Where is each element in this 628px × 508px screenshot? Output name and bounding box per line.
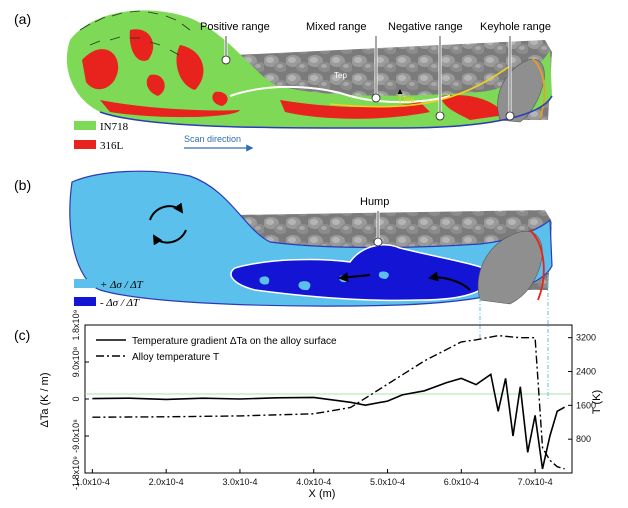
panel-a-label: (a) bbox=[14, 11, 31, 27]
annotation-keyhole-range: Keyhole range bbox=[480, 21, 551, 33]
y-right-tick-label: 3200 bbox=[576, 333, 596, 343]
x-tick-label: 3.0x10-4 bbox=[222, 477, 257, 487]
legend-swatch-negative bbox=[74, 297, 96, 306]
series-group bbox=[92, 334, 565, 470]
label-tep: Tep bbox=[334, 71, 347, 80]
flow-arrows-a bbox=[79, 10, 191, 56]
panel-c-label: (c) bbox=[14, 327, 30, 343]
marker-mixed bbox=[371, 93, 381, 103]
y-axis-label-left: ΔTa (K / m) bbox=[39, 372, 51, 427]
marker-hump bbox=[373, 237, 383, 247]
x-tick-label: 5.0x10-4 bbox=[370, 477, 405, 487]
legend-label-positive: + Δσ / ΔT bbox=[100, 279, 144, 291]
y-left-tick-label: -9.0x10⁸ bbox=[71, 419, 81, 453]
series-gradient-line bbox=[92, 372, 565, 470]
marker-keyhole bbox=[505, 111, 515, 121]
keyhole-rim-a bbox=[531, 57, 546, 119]
panel-a: (a) Positive range Mixed range Negative … bbox=[14, 10, 553, 152]
contour-white-a bbox=[229, 86, 451, 103]
series-temperature-line bbox=[92, 334, 565, 470]
legend-label-negative: - Δσ / ΔT bbox=[100, 297, 140, 309]
keyhole-rim-b bbox=[529, 229, 545, 301]
flow-arrow-right bbox=[428, 271, 471, 291]
legend-swatch-in718 bbox=[74, 121, 96, 130]
panel-c: (c) 1.0x10-4 2.0x10-4 3.0x10-4 4.0x10-4 5.0x… bbox=[14, 309, 603, 500]
vortex-arrow-bottom bbox=[152, 229, 187, 246]
keyhole-b bbox=[477, 230, 543, 305]
y-left-tick-label: 0 bbox=[71, 396, 81, 401]
y-axis-left: 1.8x10⁹ 9.0x10⁸ 0 -9.0x10⁸ -1.8x10⁹ bbox=[71, 309, 89, 490]
alloy-316l-patches-a bbox=[82, 29, 505, 121]
y-left-tick-label: -1.8x10⁹ bbox=[71, 456, 81, 490]
marker-negative bbox=[435, 111, 445, 121]
marker-positive bbox=[221, 55, 231, 65]
x-tick-label: 2.0x10-4 bbox=[149, 477, 184, 487]
legend-swatch-positive bbox=[74, 279, 96, 288]
panel-b-label: (b) bbox=[14, 177, 31, 193]
pool-outline-a bbox=[99, 95, 553, 129]
y-right-tick-label: 1600 bbox=[576, 400, 596, 410]
legend-label-temperature: Alloy temperature T bbox=[132, 352, 219, 363]
y-right-tick-label: 2400 bbox=[576, 367, 596, 377]
vortex-arrow-top bbox=[149, 202, 184, 221]
annotation-positive-range: Positive range bbox=[200, 21, 270, 33]
legend-label-gradient: Temperature gradient ΔTa on the alloy su… bbox=[132, 336, 337, 347]
x-tick-label: 4.0x10-4 bbox=[296, 477, 331, 487]
x-axis-label: X (m) bbox=[309, 488, 336, 500]
y-right-tick-label: 800 bbox=[576, 434, 591, 444]
x-tick-label: 6.0x10-4 bbox=[444, 477, 479, 487]
annotation-hump: Hump bbox=[360, 196, 389, 208]
x-tick-label: 7.0x10-4 bbox=[518, 477, 553, 487]
y-axis-right: 3200 2400 1600 800 bbox=[568, 333, 596, 444]
scan-direction-label: Scan direction bbox=[184, 134, 241, 144]
flow-arrow-left bbox=[338, 272, 371, 283]
y-axis-label-right: T (K) bbox=[591, 390, 603, 414]
melt-pool-a bbox=[66, 10, 553, 129]
y-left-tick-label: 1.8x10⁹ bbox=[71, 309, 81, 340]
legend-label-316l: 316L bbox=[100, 140, 124, 152]
annotation-mixed-range: Mixed range bbox=[306, 21, 367, 33]
y-left-tick-label: 9.0x10⁸ bbox=[71, 346, 81, 377]
legend-label-in718: IN718 bbox=[100, 121, 129, 133]
x-tick-label: 1.0x10-4 bbox=[75, 477, 110, 487]
legend-swatch-316l bbox=[74, 140, 96, 149]
annotation-negative-range: Negative range bbox=[388, 21, 463, 33]
panel-b: (b) Hump + Δσ / ΔT - Δσ / ΔT bbox=[14, 170, 553, 400]
x-axis: 1.0x10-4 2.0x10-4 3.0x10-4 4.0x10-4 5.0x10-4… bbox=[75, 469, 553, 487]
label-tes: Tes bbox=[402, 95, 414, 104]
